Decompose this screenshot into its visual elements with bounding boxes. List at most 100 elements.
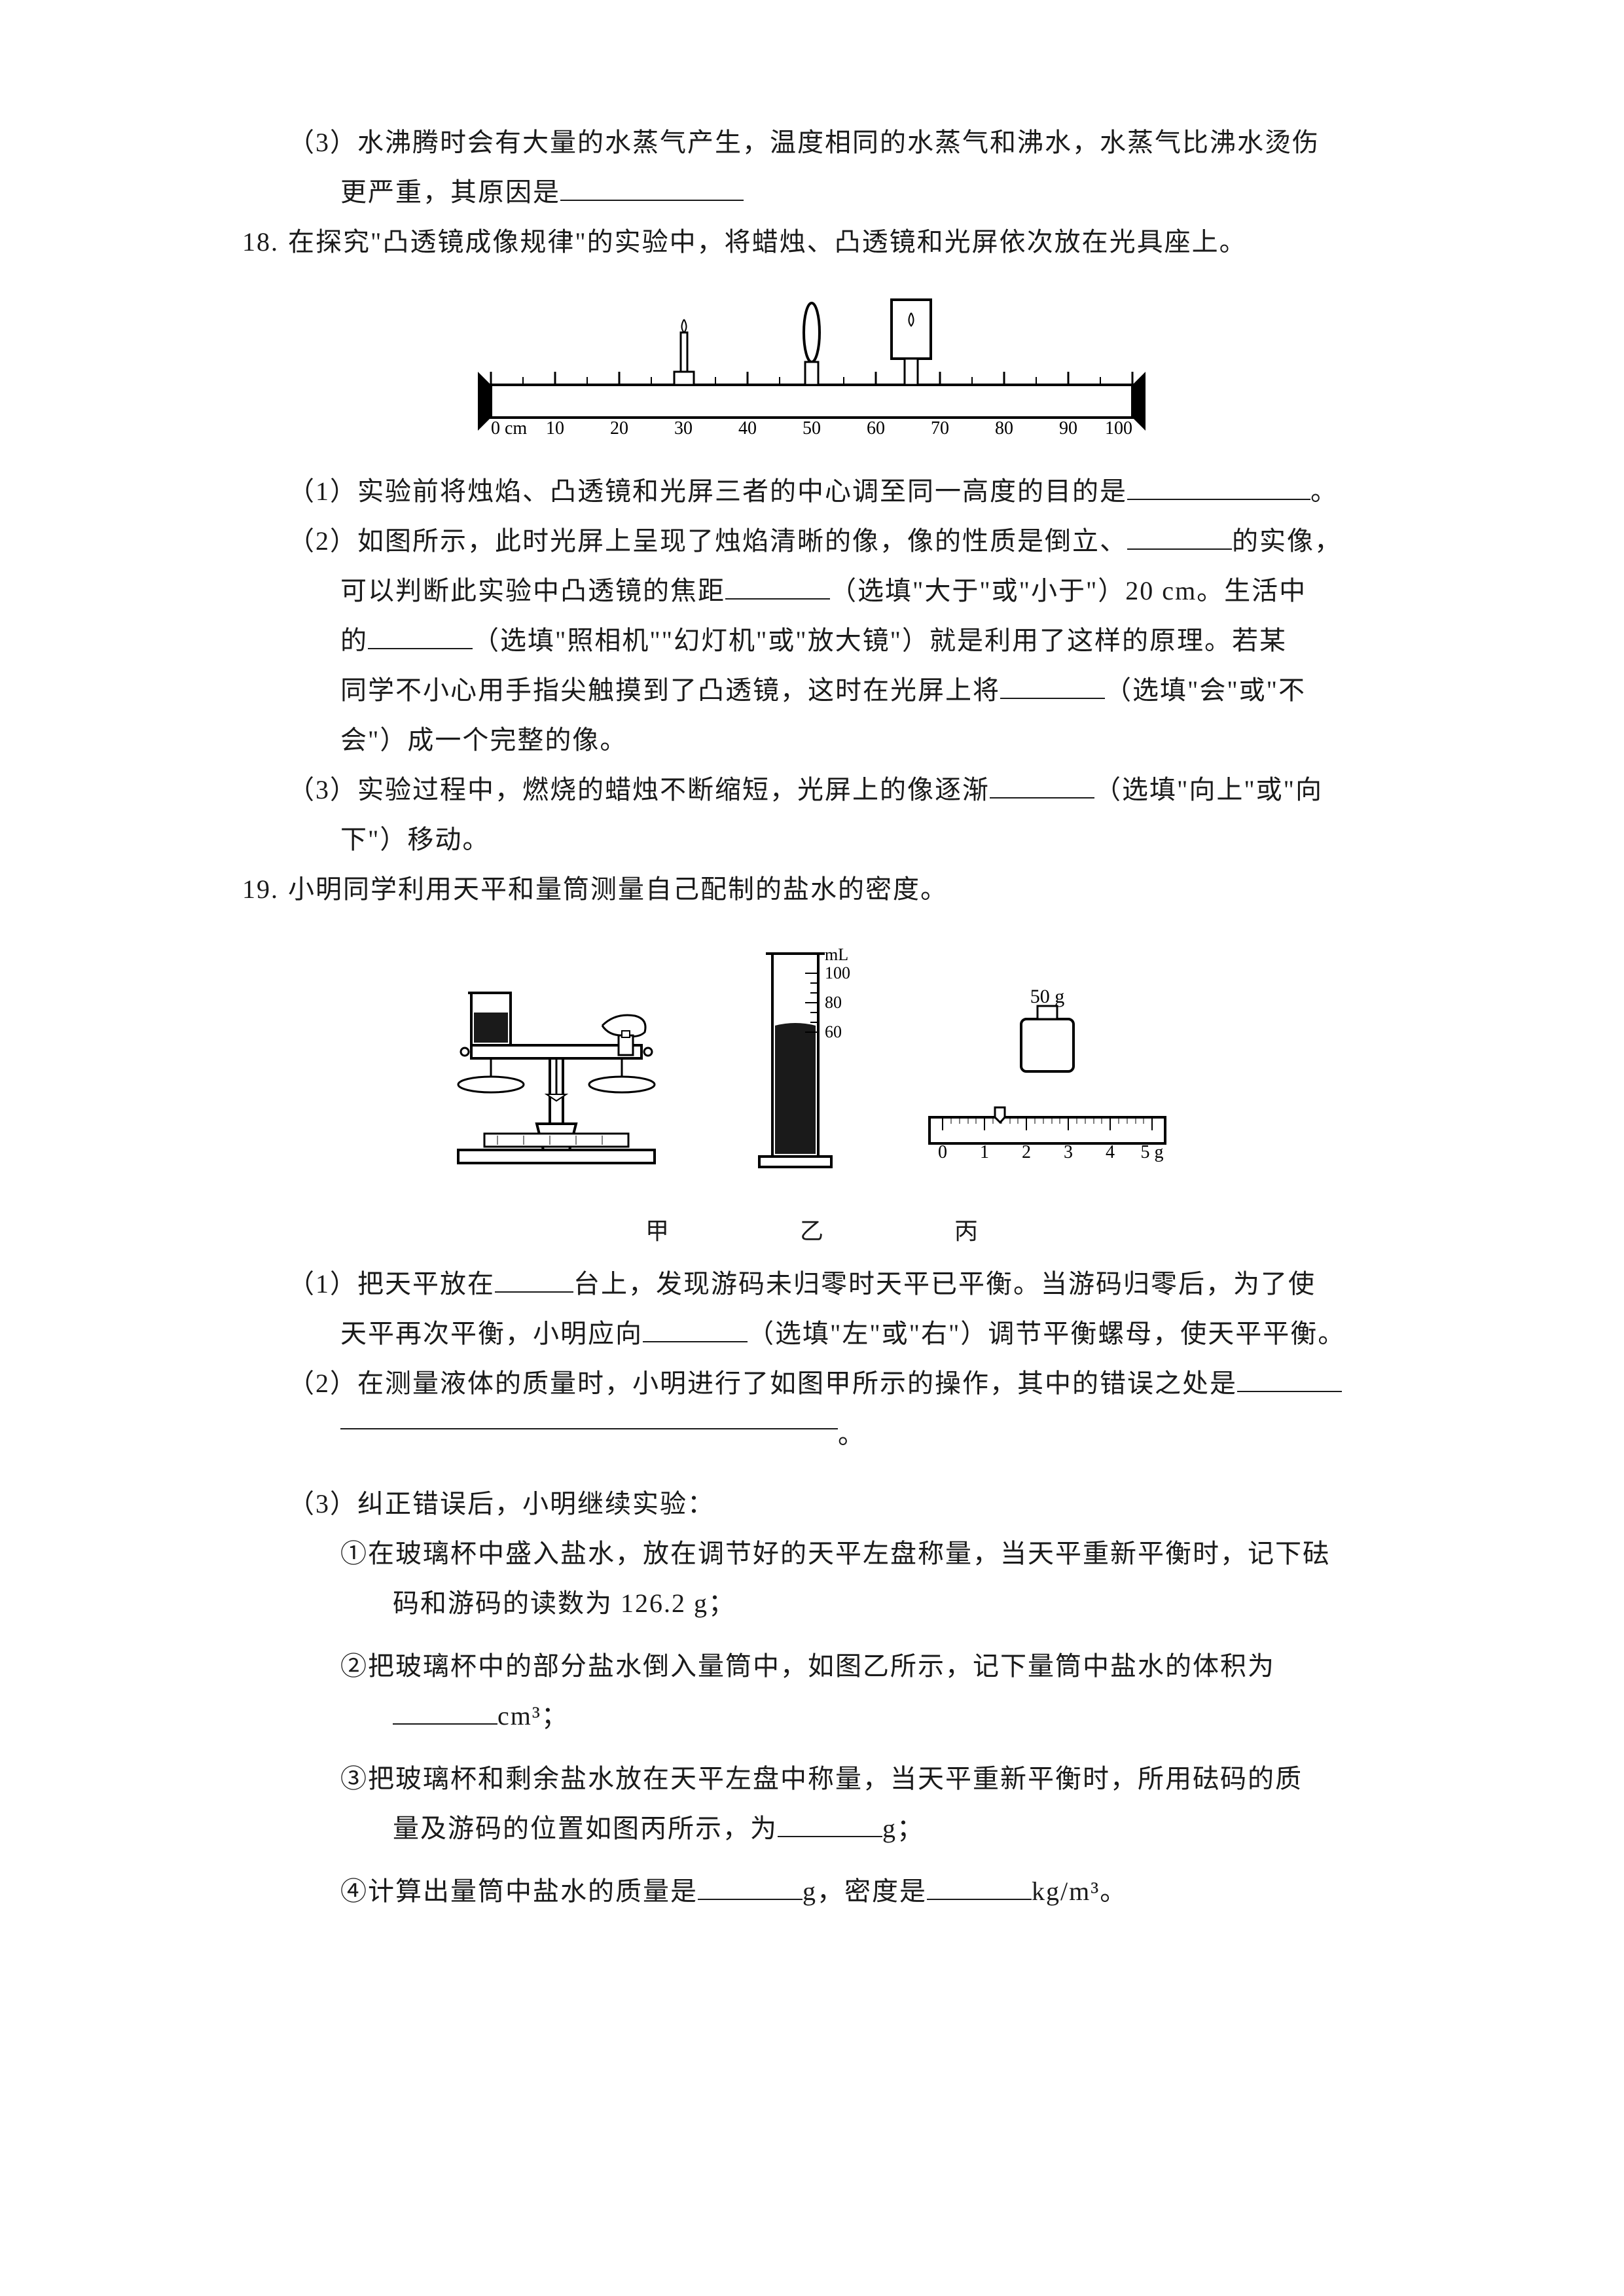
unit: cm³； xyxy=(497,1701,569,1731)
blank xyxy=(990,772,1094,798)
text: 天平再次平衡，小明应向 xyxy=(340,1319,643,1348)
text: 的实像， xyxy=(1232,526,1342,556)
period: 。 xyxy=(838,1420,865,1449)
balance-icon xyxy=(458,993,655,1163)
q19-sub3-3a: ③把玻璃杯和剩余盐水放在天平左盘中称量，当天平重新平衡时，所用砝码的质 xyxy=(236,1754,1388,1804)
text: ③把玻璃杯和剩余盐水放在天平左盘中称量，当天平重新平衡时，所用砝码的质 xyxy=(340,1764,1303,1793)
unit: g，密度是 xyxy=(803,1876,927,1906)
blank xyxy=(368,623,473,649)
blank xyxy=(1127,524,1232,550)
q18-figure: 0 cm 10 20 30 40 50 60 70 80 90 100 xyxy=(236,280,1388,454)
weight-ruler-icon: 50 g 0 xyxy=(929,986,1165,1162)
q18-sub1: （1）实验前将烛焰、凸透镜和光屏三者的中心调至同一高度的目的是 。 xyxy=(236,467,1388,516)
q18-sub2-l1: （2）如图所示，此时光屏上呈现了烛焰清晰的像，像的性质是倒立、 的实像， xyxy=(236,516,1388,566)
q17-sub3-line1: （3）水沸腾时会有大量的水蒸气产生，温度相同的水蒸气和沸水，水蒸气比沸水烫伤 xyxy=(236,118,1388,168)
q18-stem: 18.在探究"凸透镜成像规律"的实验中，将蜡烛、凸透镜和光屏依次放在光具座上。 xyxy=(236,217,1388,267)
text: （选填"向上"或"向 xyxy=(1094,775,1323,804)
q19-figure: mL 100 80 60 50 g xyxy=(236,927,1388,1246)
blank xyxy=(725,573,830,600)
text: 台上，发现游码未归零时天平已平衡。当游码归零后，为了使 xyxy=(573,1269,1316,1299)
q19-sub3-1a: ①在玻璃杯中盛入盐水，放在调节好的天平左盘称量，当天平重新平衡时，记下砝 xyxy=(236,1529,1388,1579)
q18-sub2-l5: 会"）成一个完整的像。 xyxy=(236,715,1388,765)
q19-sub2-l1: （2）在测量液体的质量时，小明进行了如图甲所示的操作，其中的错误之处是 xyxy=(236,1359,1388,1408)
q17-sub3-text: 更严重，其原因是 xyxy=(340,177,560,207)
svg-text:10: 10 xyxy=(546,418,564,439)
q18-sub2-l3: 的 （选填"照相机""幻灯机"或"放大镜"）就是利用了这样的原理。若某 xyxy=(236,616,1388,666)
blank xyxy=(927,1874,1032,1900)
svg-text:90: 90 xyxy=(1059,418,1077,439)
text: 量及游码的位置如图丙所示，为 xyxy=(393,1814,778,1843)
q19-sub3-1b: 码和游码的读数为 126.2 g； xyxy=(236,1579,1388,1628)
text: （选填"会"或"不 xyxy=(1105,675,1306,705)
svg-text:50: 50 xyxy=(803,418,821,439)
svg-text:70: 70 xyxy=(931,418,949,439)
text: ④计算出量筒中盐水的质量是 xyxy=(340,1876,698,1906)
text: （2）如图所示，此时光屏上呈现了烛焰清晰的像，像的性质是倒立、 xyxy=(288,526,1127,556)
svg-text:30: 30 xyxy=(674,418,693,439)
lens-icon xyxy=(804,303,820,385)
text: （选填"照相机""幻灯机"或"放大镜"）就是利用了这样的原理。若某 xyxy=(473,626,1287,655)
q18-sub1-text: （1）实验前将烛焰、凸透镜和光屏三者的中心调至同一高度的目的是 xyxy=(288,476,1127,506)
label-bing: 丙 xyxy=(954,1212,978,1246)
svg-text:100: 100 xyxy=(825,963,850,982)
text: （3）实验过程中，燃烧的蜡烛不断缩短，光屏上的像逐渐 xyxy=(288,775,990,804)
candle-icon xyxy=(674,319,694,385)
svg-text:5 g: 5 g xyxy=(1141,1142,1164,1162)
blank xyxy=(778,1811,882,1837)
q19-sub3-4: ④计算出量筒中盐水的质量是 g，密度是 kg/m³。 xyxy=(236,1867,1388,1916)
svg-text:2: 2 xyxy=(1022,1142,1031,1162)
q19-sub1-l1: （1）把天平放在 台上，发现游码未归零时天平已平衡。当游码归零后，为了使 xyxy=(236,1259,1388,1309)
text: 下"）移动。 xyxy=(340,825,490,854)
text: 会"）成一个完整的像。 xyxy=(340,725,627,755)
text: ①在玻璃杯中盛入盐水，放在调节好的天平左盘称量，当天平重新平衡时，记下砝 xyxy=(340,1539,1330,1568)
blank xyxy=(698,1874,803,1900)
text: 可以判断此实验中凸透镜的焦距 xyxy=(340,576,725,605)
svg-text:0 cm: 0 cm xyxy=(491,418,527,439)
q18-sub3-l1: （3）实验过程中，燃烧的蜡烛不断缩短，光屏上的像逐渐 （选填"向上"或"向 xyxy=(236,765,1388,815)
q18-sub2-l4: 同学不小心用手指尖触摸到了凸透镜，这时在光屏上将 （选填"会"或"不 xyxy=(236,666,1388,715)
blank xyxy=(560,175,744,201)
blank xyxy=(1000,673,1105,699)
text: （2）在测量液体的质量时，小明进行了如图甲所示的操作，其中的错误之处是 xyxy=(288,1369,1237,1398)
q19-sub3-3b: 量及游码的位置如图丙所示，为 g； xyxy=(236,1804,1388,1854)
svg-text:60: 60 xyxy=(825,1022,842,1041)
svg-text:20: 20 xyxy=(610,418,628,439)
cylinder-icon: mL 100 80 60 xyxy=(759,945,850,1167)
blank xyxy=(643,1316,748,1342)
q19-stem-text: 小明同学利用天平和量筒测量自己配制的盐水的密度。 xyxy=(288,874,948,904)
q18-stem-text: 在探究"凸透镜成像规律"的实验中，将蜡烛、凸透镜和光屏依次放在光具座上。 xyxy=(288,227,1247,257)
svg-text:mL: mL xyxy=(825,945,848,964)
q18-sub3-l2: 下"）移动。 xyxy=(236,815,1388,865)
svg-text:50 g: 50 g xyxy=(1030,986,1065,1007)
q19-sub2-period: 。 xyxy=(236,1410,1388,1460)
q18-sub2-l2: 可以判断此实验中凸透镜的焦距 （选填"大于"或"小于"）20 cm。生活中 xyxy=(236,566,1388,616)
blank xyxy=(393,1698,497,1725)
svg-text:80: 80 xyxy=(825,993,842,1012)
label-jia: 甲 xyxy=(645,1212,669,1246)
label-yi: 乙 xyxy=(800,1212,823,1246)
svg-text:60: 60 xyxy=(867,418,885,439)
svg-text:0: 0 xyxy=(938,1142,947,1162)
q19-sub3-2a: ②把玻璃杯中的部分盐水倒入量筒中，如图乙所示，记下量筒中盐水的体积为 xyxy=(236,1641,1388,1691)
q19-sub1-l2: 天平再次平衡，小明应向（选填"左"或"右"）调节平衡螺母，使天平平衡。 xyxy=(236,1309,1388,1359)
q18-number: 18. xyxy=(242,217,288,267)
blank xyxy=(1127,474,1310,500)
exam-page: （3）水沸腾时会有大量的水蒸气产生，温度相同的水蒸气和沸水，水蒸气比沸水烫伤 更… xyxy=(236,118,1388,1916)
svg-text:1: 1 xyxy=(980,1142,989,1162)
unit2: kg/m³。 xyxy=(1032,1876,1127,1906)
text: （1）把天平放在 xyxy=(288,1269,495,1299)
svg-text:100: 100 xyxy=(1105,418,1132,439)
text: 的 xyxy=(340,626,368,655)
text: （选填"大于"或"小于"）20 cm。生活中 xyxy=(830,576,1307,605)
q19-number: 19. xyxy=(242,865,288,914)
screen-icon xyxy=(892,300,931,385)
period: 。 xyxy=(1310,476,1338,506)
unit: g； xyxy=(882,1814,924,1843)
svg-text:3: 3 xyxy=(1064,1142,1073,1162)
q19-stem: 19.小明同学利用天平和量筒测量自己配制的盐水的密度。 xyxy=(236,865,1388,914)
svg-text:4: 4 xyxy=(1106,1142,1115,1162)
blank xyxy=(1237,1366,1342,1392)
text: 同学不小心用手指尖触摸到了凸透镜，这时在光屏上将 xyxy=(340,675,1000,705)
q19-sub3: （3）纠正错误后，小明继续实验： xyxy=(236,1479,1388,1529)
text: ②把玻璃杯中的部分盐水倒入量筒中，如图乙所示，记下量筒中盐水的体积为 xyxy=(340,1651,1275,1681)
